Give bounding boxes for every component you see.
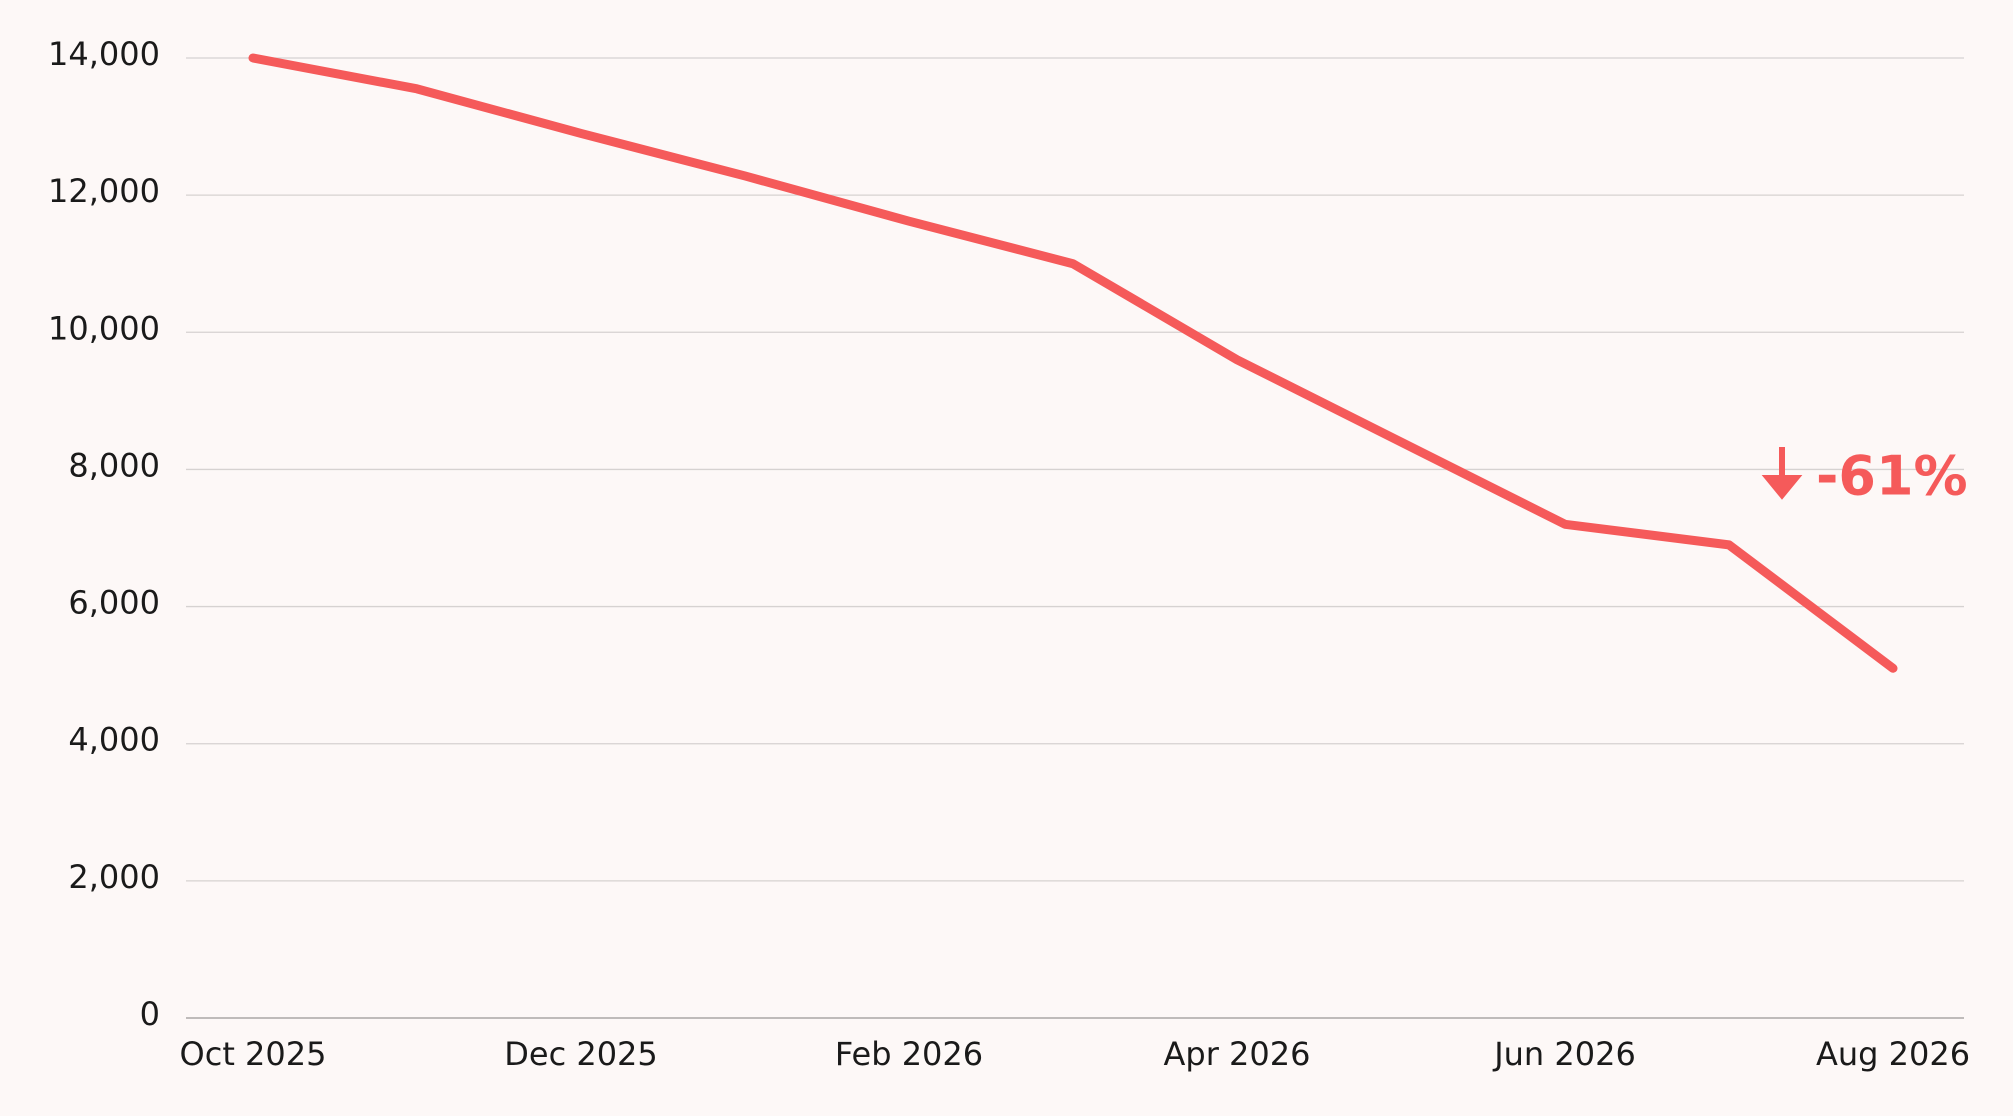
x-tick-label: Aug 2026 [1816, 1035, 1970, 1073]
y-tick-label: 8,000 [68, 446, 160, 484]
x-tick-label: Apr 2026 [1164, 1035, 1311, 1073]
y-tick-label: 2,000 [68, 858, 160, 896]
line [248, 53, 1898, 673]
down-arrow [1761, 447, 1803, 500]
y-tick-label: 4,000 [68, 721, 160, 759]
y-tick-label: 12,000 [48, 172, 160, 210]
y-tick-label: 10,000 [48, 309, 160, 347]
annotation: -61% [1816, 445, 1968, 508]
y-tick-label: 6,000 [68, 584, 160, 622]
x-tick-label: Jun 2026 [1492, 1035, 1636, 1073]
x-tick-label: Feb 2026 [835, 1035, 983, 1073]
y-tick-label: 14,000 [48, 35, 160, 73]
x-tick-label: Dec 2025 [504, 1035, 658, 1073]
x-tick-label: Oct 2025 [180, 1035, 327, 1073]
y-tick-label: 0 [140, 995, 160, 1033]
